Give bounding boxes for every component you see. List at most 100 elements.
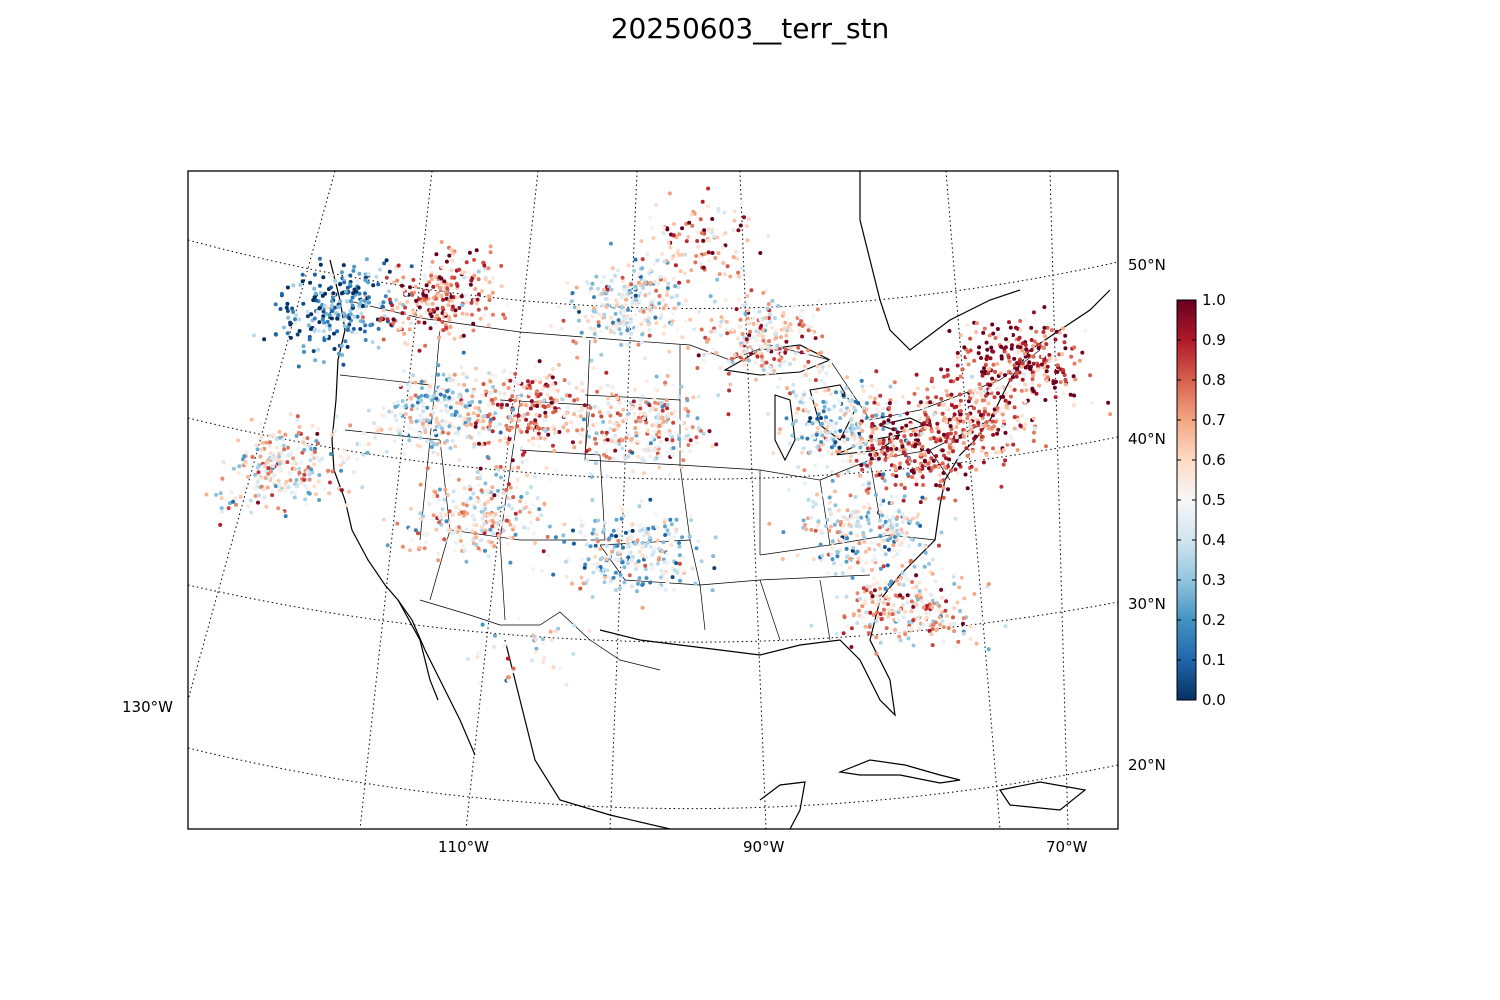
station-point xyxy=(931,458,936,463)
station-point xyxy=(888,536,893,541)
station-point xyxy=(935,601,940,606)
station-point xyxy=(621,545,625,550)
station-point xyxy=(601,567,606,572)
station-point xyxy=(980,398,985,403)
station-point xyxy=(421,409,426,414)
station-point xyxy=(549,637,554,642)
station-point xyxy=(991,432,996,437)
station-point xyxy=(749,351,753,356)
station-point xyxy=(884,486,889,491)
station-point xyxy=(546,432,551,437)
station-point xyxy=(491,531,496,536)
station-point xyxy=(986,582,991,587)
station-point xyxy=(754,329,759,334)
station-point xyxy=(614,303,619,308)
station-point xyxy=(755,354,760,359)
station-point xyxy=(669,522,674,527)
station-point xyxy=(497,533,501,538)
station-point xyxy=(479,525,484,530)
station-point xyxy=(621,278,626,283)
station-point xyxy=(830,451,835,456)
station-point xyxy=(963,430,968,435)
station-point xyxy=(858,473,863,478)
station-point xyxy=(1030,386,1035,391)
station-point xyxy=(836,398,841,402)
station-point xyxy=(424,293,429,298)
station-point xyxy=(501,490,506,495)
station-point xyxy=(840,571,845,576)
station-point xyxy=(204,492,209,497)
station-point xyxy=(663,524,667,529)
station-point xyxy=(456,426,461,431)
station-point xyxy=(226,506,231,511)
station-point xyxy=(891,421,896,425)
station-point xyxy=(462,275,467,280)
station-point xyxy=(693,581,698,586)
station-point xyxy=(308,458,313,463)
station-point xyxy=(493,389,498,393)
station-point xyxy=(624,417,629,422)
station-point xyxy=(699,327,704,332)
station-point xyxy=(443,512,448,517)
station-point xyxy=(965,354,970,359)
station-point xyxy=(953,516,958,521)
station-point xyxy=(372,421,377,425)
hispaniola xyxy=(999,781,1087,811)
station-point xyxy=(578,440,583,445)
station-point xyxy=(771,451,776,455)
station-point xyxy=(365,450,370,455)
station-point xyxy=(665,551,670,556)
station-point xyxy=(633,257,638,262)
station-point xyxy=(462,486,467,491)
station-point xyxy=(408,506,413,511)
station-point xyxy=(738,223,743,228)
station-point xyxy=(330,295,335,300)
station-point xyxy=(423,430,428,434)
station-point xyxy=(653,387,658,391)
station-point xyxy=(587,426,591,431)
station-point xyxy=(744,302,749,307)
station-point xyxy=(621,322,626,327)
station-point xyxy=(609,405,613,410)
station-point xyxy=(535,496,540,501)
station-point xyxy=(639,499,644,503)
station-point xyxy=(328,327,332,332)
station-point xyxy=(1001,394,1006,399)
station-point xyxy=(958,416,963,421)
station-point xyxy=(679,420,684,425)
station-point xyxy=(422,379,427,384)
station-point xyxy=(939,587,944,592)
station-point xyxy=(372,435,377,440)
colorbar-tick-label: 0.7 xyxy=(1202,411,1226,429)
station-point xyxy=(676,285,681,290)
station-point xyxy=(886,608,891,612)
station-point xyxy=(867,547,872,552)
station-point xyxy=(721,261,726,265)
station-point xyxy=(797,314,802,319)
station-point xyxy=(638,299,643,304)
station-point xyxy=(437,443,442,448)
station-point xyxy=(1020,413,1025,418)
station-point xyxy=(610,266,615,271)
station-point xyxy=(471,411,476,416)
station-point xyxy=(595,305,600,310)
station-point xyxy=(679,465,684,470)
station-point xyxy=(874,413,879,418)
station-point xyxy=(591,562,596,567)
station-point xyxy=(646,526,651,531)
station-point xyxy=(716,251,721,256)
station-point xyxy=(744,349,749,354)
station-point xyxy=(279,451,284,455)
station-point xyxy=(920,555,924,560)
station-point xyxy=(868,610,873,615)
station-point xyxy=(518,509,523,514)
station-point xyxy=(945,393,950,398)
station-point xyxy=(313,292,318,296)
station-point xyxy=(931,412,936,417)
station-point xyxy=(979,394,984,399)
station-point xyxy=(634,431,639,436)
station-point xyxy=(1069,354,1074,359)
station-point xyxy=(508,485,513,490)
station-point xyxy=(934,608,939,613)
station-point xyxy=(841,631,846,636)
